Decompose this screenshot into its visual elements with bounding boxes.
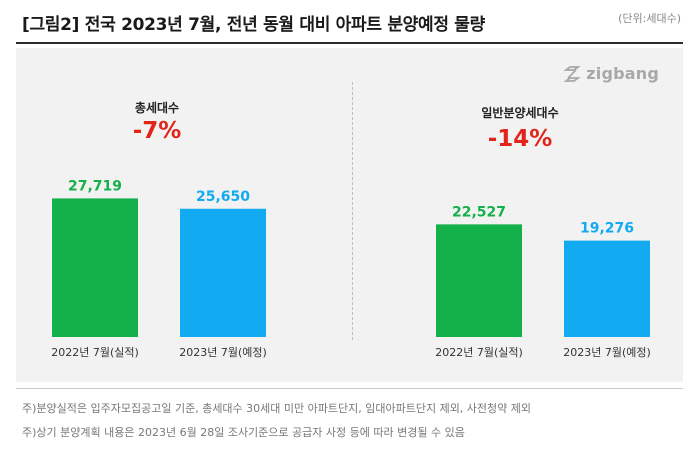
bar-general-0 <box>436 224 522 337</box>
footer-divider <box>16 388 683 389</box>
chart-title: [그림2] 전국 2023년 7월, 전년 동월 대비 아파트 분양예정 물량 <box>22 15 485 35</box>
change-general: -14% <box>487 126 553 152</box>
category-label-total-1: 2023년 7월(예정) <box>179 346 267 359</box>
group-divider <box>352 82 353 340</box>
category-label-total-0: 2022년 7월(실적) <box>51 346 139 359</box>
group-label-general: 일반분양세대수 <box>481 106 559 120</box>
group-label-total: 총세대수 <box>134 101 180 115</box>
unit-label: (단위:세대수) <box>618 12 681 25</box>
bar-general-1 <box>564 240 650 337</box>
title-underline <box>16 42 683 44</box>
zigbang-logo-icon <box>563 65 581 83</box>
value-label-total-0: 27,719 <box>68 178 122 194</box>
category-label-general-1: 2023년 7월(예정) <box>563 346 651 359</box>
zigbang-logo-text: zigbang <box>586 64 659 83</box>
footnote-1: 주)분양실적은 입주자모집공고일 기준, 총세대수 30세대 미만 아파트단지,… <box>22 402 532 415</box>
category-label-general-0: 2022년 7월(실적) <box>435 346 523 359</box>
value-label-general-0: 22,527 <box>452 204 506 220</box>
bar-total-1 <box>180 208 266 337</box>
bar-total-0 <box>52 198 138 337</box>
footnote-2: 주)상기 분양계획 내용은 2023년 6월 28일 조사기준으로 공급자 사정… <box>22 426 465 439</box>
value-label-general-1: 19,276 <box>580 221 634 237</box>
zigbang-logo: zigbang <box>563 64 659 83</box>
change-total: -7% <box>132 118 182 144</box>
value-label-total-1: 25,650 <box>196 189 250 205</box>
